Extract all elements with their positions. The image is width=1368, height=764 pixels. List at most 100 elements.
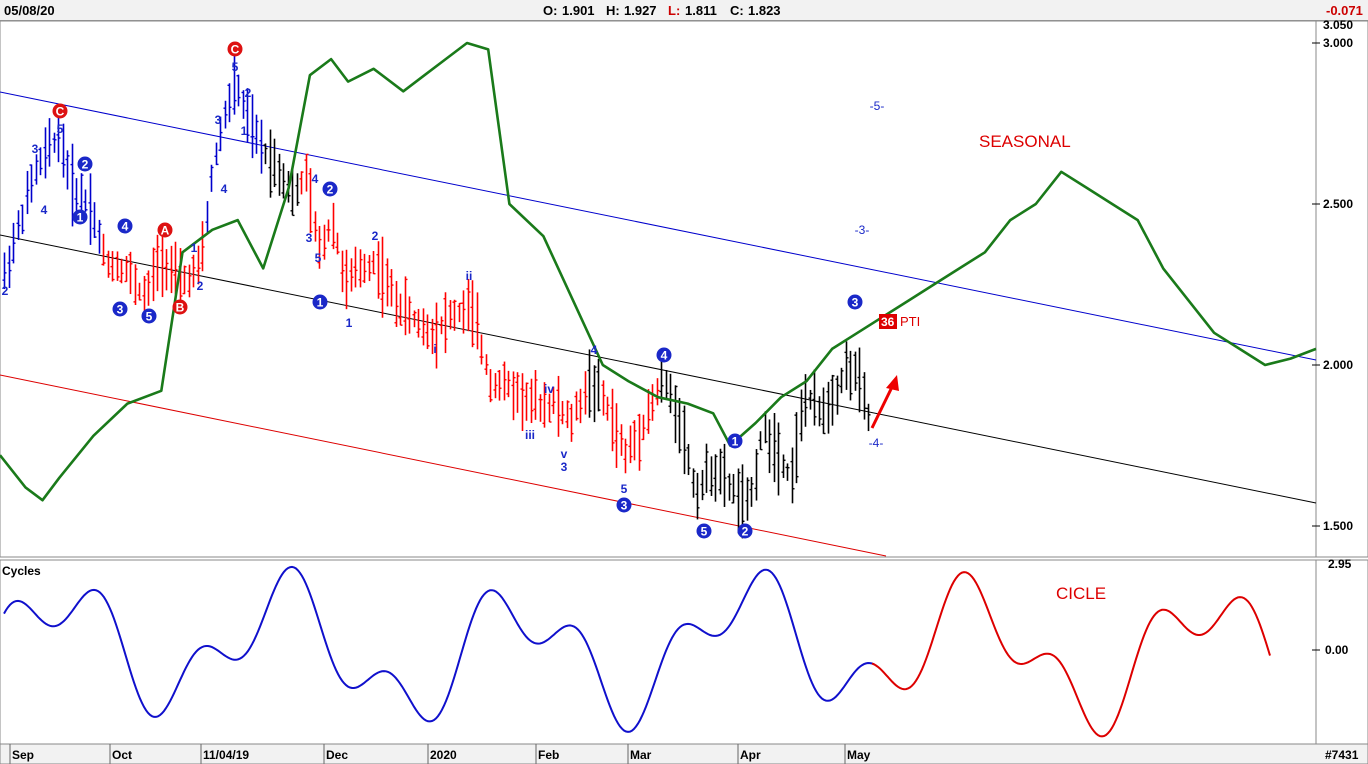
wave-label: 4 xyxy=(591,343,598,357)
wave-label: -5- xyxy=(870,99,885,113)
y-tick-label: 2.500 xyxy=(1323,197,1353,211)
projection-arrow xyxy=(870,384,895,429)
wave-label: -3- xyxy=(855,223,870,237)
header-close-value: 1.823 xyxy=(748,3,781,18)
wave-label: iii xyxy=(525,428,535,442)
pti-badge xyxy=(879,314,897,329)
wave-label: 2 xyxy=(372,229,379,243)
wave-label: iv xyxy=(544,382,554,396)
wave-label-circle xyxy=(727,433,743,449)
wave-label: 1 xyxy=(346,316,353,330)
header-date: 05/08/20 xyxy=(4,3,55,18)
x-tick-label: Apr xyxy=(740,748,761,762)
cycle-panel-frame xyxy=(0,559,1317,745)
wave-label: 2 xyxy=(2,284,9,298)
seasonal-line xyxy=(0,41,1317,502)
wave-label-circle xyxy=(52,103,68,119)
wave-label: 2 xyxy=(197,279,204,293)
price-panel-frame xyxy=(0,20,1317,558)
wave-label-circle xyxy=(72,209,88,225)
wave-label-circle xyxy=(322,181,338,197)
wave-label-circle xyxy=(847,294,863,310)
wave-label: 5 xyxy=(57,122,64,136)
wave-label: 4 xyxy=(221,182,228,196)
wave-label: 3 xyxy=(852,296,859,310)
upper-channel-line xyxy=(0,91,1317,361)
ohlc-header-bar: 05/08/20 O: 1.901 H: 1.927 L: 1.811 C: 1… xyxy=(0,0,1368,21)
wave-label: 5 xyxy=(701,525,708,539)
y-tick-label: 1.500 xyxy=(1323,519,1353,533)
wave-label-circle xyxy=(227,41,243,57)
x-tick-label: Mar xyxy=(630,748,652,762)
wave-label: 1 xyxy=(317,296,324,310)
wave-label: 4 xyxy=(661,349,668,363)
wave-label-circle xyxy=(737,523,753,539)
x-tick-label: Feb xyxy=(538,748,559,762)
cycle-axis-frame xyxy=(1315,559,1368,745)
header-open-label: O: xyxy=(543,3,558,18)
wave-label: 4 xyxy=(41,203,48,217)
wave-label-circle xyxy=(141,308,157,324)
wave-label: A xyxy=(161,224,170,238)
y-tick-label: 2.000 xyxy=(1323,358,1353,372)
wave-label-circle xyxy=(172,299,188,315)
pti-value: 36 xyxy=(881,315,895,329)
cycle-past-line xyxy=(3,565,875,733)
cycles-panel-title: Cycles xyxy=(2,564,41,578)
seasonal-series-line xyxy=(0,41,1317,502)
wave-label: 1 xyxy=(191,241,198,255)
y-axis: 3.000 2.500 2.000 1.500 3.050 2.95 0.00 xyxy=(1312,18,1353,657)
wave-label: C xyxy=(231,43,240,57)
x-tick-label: Sep xyxy=(12,748,34,762)
wave-label: 5 xyxy=(621,482,628,496)
y-tick-label-top: 3.050 xyxy=(1323,18,1353,32)
wave-label-circle xyxy=(117,218,133,234)
wave-label: 4 xyxy=(312,172,319,186)
wave-label-circle xyxy=(77,156,93,172)
wave-label: 2 xyxy=(742,525,749,539)
wave-label: 3 xyxy=(215,113,222,127)
wave-label: 3 xyxy=(117,303,124,317)
header-change-value: -0.071 xyxy=(1326,3,1363,18)
price-axis-frame xyxy=(1315,20,1368,558)
header-high-label: H: xyxy=(606,3,620,18)
wave-label: 3 xyxy=(306,231,313,245)
wave-label-circle xyxy=(656,347,672,363)
wave-label: 1 xyxy=(241,124,248,138)
wave-label: ii xyxy=(466,269,473,283)
x-tick-label: May xyxy=(847,748,871,762)
projection-arrow-head xyxy=(886,375,899,391)
pti-label: PTI xyxy=(900,314,920,329)
y-tick-label: 3.000 xyxy=(1323,36,1353,50)
middle-channel-line xyxy=(0,234,1317,504)
header-open-value: 1.901 xyxy=(562,3,595,18)
wave-label: 5 xyxy=(232,60,239,74)
x-tick-label: Oct xyxy=(112,748,132,762)
seasonal-label: SEASONAL xyxy=(979,132,1071,151)
x-tick-label: 11/04/19 xyxy=(203,748,249,762)
header-low-label: L: xyxy=(668,3,681,18)
x-axis-frame xyxy=(0,743,1368,764)
wave-label-circle xyxy=(312,294,328,310)
wave-label-circle xyxy=(157,222,173,238)
x-axis: Sep Oct 11/04/19 Dec 2020 Feb Mar Apr May xyxy=(9,744,871,764)
cycle-projection-line xyxy=(871,571,1271,738)
wave-label: 3 xyxy=(561,460,568,474)
cicle-label: CICLE xyxy=(1056,584,1106,603)
wave-label: 1 xyxy=(732,435,739,449)
cycle-y-tick-label: 2.95 xyxy=(1328,557,1352,571)
wave-label: 4 xyxy=(122,220,129,234)
cycle-line xyxy=(3,565,1271,738)
x-tick-label: Dec xyxy=(326,748,348,762)
x-tick-label: 2020 xyxy=(430,748,457,762)
wave-label: B xyxy=(176,301,185,315)
wave-label: 3 xyxy=(621,499,628,513)
cycle-y-tick-label: 0.00 xyxy=(1325,643,1349,657)
wave-label: 2 xyxy=(245,86,252,100)
wave-label: i xyxy=(433,342,436,356)
header-high-value: 1.927 xyxy=(624,3,657,18)
wave-label: 5 xyxy=(315,251,322,265)
header-low-value: 1.811 xyxy=(685,3,717,18)
wave-label: 3 xyxy=(32,142,39,156)
